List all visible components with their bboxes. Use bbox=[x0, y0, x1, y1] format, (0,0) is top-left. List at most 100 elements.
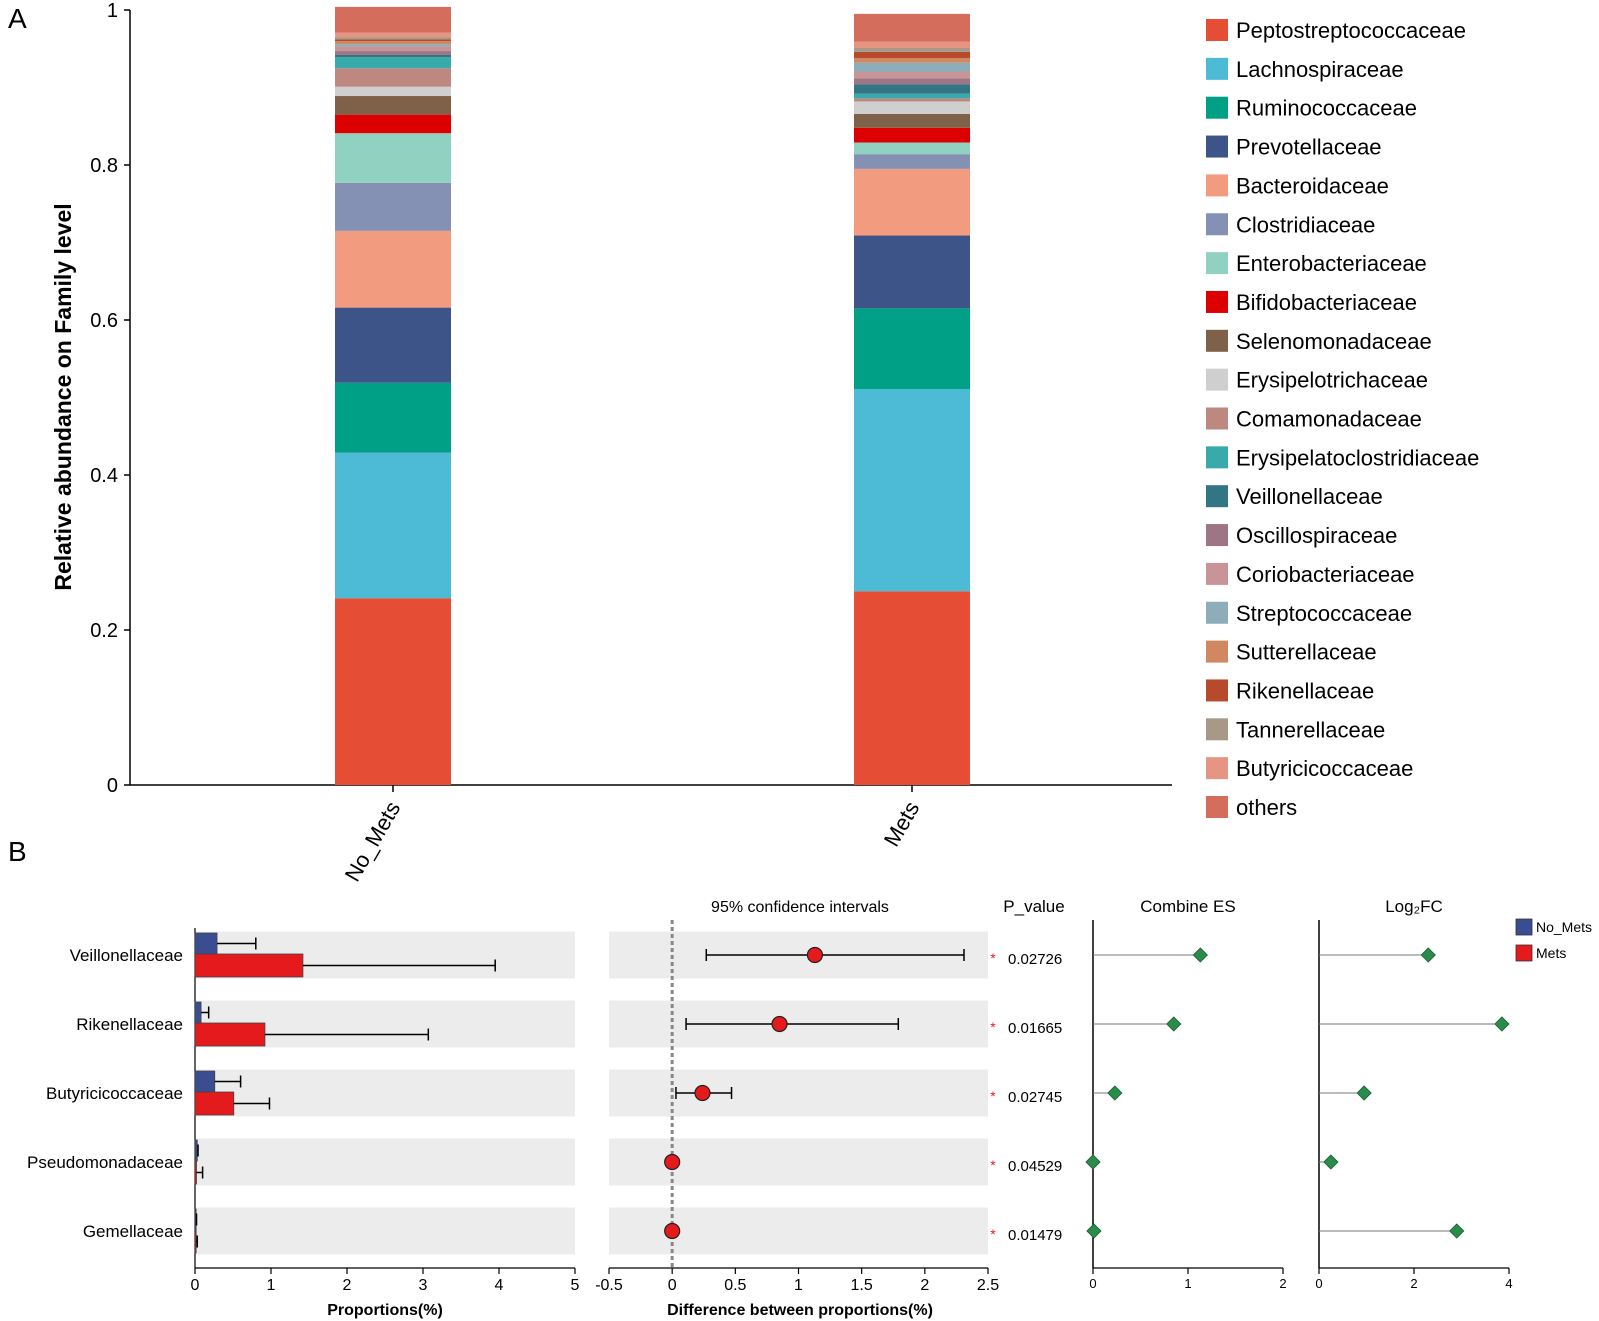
bar-segment-bifidobacteriaceae bbox=[335, 114, 451, 134]
bar-mets bbox=[194, 953, 304, 978]
x-tick-label: Mets bbox=[879, 797, 924, 851]
legend-swatch bbox=[1515, 944, 1533, 962]
category-label: Butyricicoccaceae bbox=[46, 1084, 183, 1103]
combine-es-chart: 0 1 2 Combine ES bbox=[1085, 897, 1287, 1291]
legend-swatch bbox=[1515, 918, 1533, 936]
x-tick-label: 3 bbox=[419, 1277, 428, 1294]
legend-label: Tannerellaceae bbox=[1236, 717, 1385, 742]
legend-swatch bbox=[1206, 524, 1228, 547]
difference-point bbox=[806, 946, 824, 964]
legend-label: Bacteroidaceae bbox=[1236, 173, 1389, 198]
bar-segment-bacteroidaceae bbox=[854, 168, 970, 236]
legend-label: Comamonadaceae bbox=[1236, 407, 1422, 432]
legend-swatch bbox=[1206, 329, 1228, 352]
lollipop-diamond bbox=[1107, 1085, 1123, 1101]
x-tick-label: 1 bbox=[1184, 1276, 1191, 1291]
category-label: Rikenellaceae bbox=[76, 1015, 183, 1034]
legend-label: Sutterellaceae bbox=[1236, 640, 1377, 665]
confidence-interval-chart: -0.5 0 0.5 1 1.5 2 2.5 95% confidence intervals… bbox=[595, 897, 1065, 1319]
bar-no_mets bbox=[194, 1001, 202, 1024]
panel-label-b: B bbox=[8, 836, 27, 867]
legend-label: No_Mets bbox=[1536, 919, 1592, 935]
y-tick-label: 1 bbox=[107, 0, 118, 22]
row-background bbox=[195, 1138, 575, 1186]
legend-label: Butyricicoccaceae bbox=[1236, 756, 1413, 781]
legend-label: Prevotellaceae bbox=[1236, 135, 1382, 160]
significance-marker: * bbox=[990, 1157, 996, 1173]
row-background bbox=[195, 1207, 575, 1255]
legend-swatch bbox=[1206, 213, 1228, 236]
bar-segment-clostridiaceae bbox=[335, 182, 451, 231]
legend-swatch bbox=[1206, 290, 1228, 313]
bar-segment-prevotellaceae bbox=[335, 307, 451, 383]
legend-swatch bbox=[1206, 679, 1228, 702]
p-value-header: P_value bbox=[1003, 897, 1064, 916]
bar-segment-erysipelatoclostridiaceae bbox=[335, 57, 451, 69]
bar-segment-streptococcaceae bbox=[335, 44, 451, 47]
x-tick-label: 0.5 bbox=[724, 1277, 746, 1294]
legend-swatch bbox=[1206, 718, 1228, 741]
x-tick-label: 2 bbox=[1410, 1276, 1417, 1291]
bar-segment-butyricicoccaceae bbox=[335, 32, 451, 38]
bar-segment-comamonadaceae bbox=[854, 98, 970, 102]
legend-swatch bbox=[1206, 485, 1228, 508]
row-background bbox=[195, 1069, 575, 1117]
x-tick-label: 1.5 bbox=[851, 1277, 873, 1294]
significance-marker: * bbox=[990, 1226, 996, 1242]
bar-segment-sutterellaceae bbox=[854, 58, 970, 63]
legend-label: Lachnospiraceae bbox=[1236, 57, 1404, 82]
y-tick-label: 0.2 bbox=[90, 620, 118, 642]
x-tick-label: 2 bbox=[343, 1277, 352, 1294]
x-tick-label: No_Mets bbox=[340, 797, 406, 886]
bar-segment-oscillospiraceae bbox=[854, 78, 970, 85]
legend-label: Bifidobacteriaceae bbox=[1236, 290, 1417, 315]
difference-point bbox=[771, 1015, 788, 1033]
group-legend: No_Mets Mets bbox=[1515, 918, 1592, 962]
bar-segment-peptostreptococcaceae bbox=[854, 591, 970, 785]
x-tick-label: 4 bbox=[1505, 1276, 1512, 1291]
x-tick-label: 1 bbox=[794, 1277, 803, 1294]
x-tick-label: 2 bbox=[1279, 1276, 1286, 1291]
x-tick-label: 0 bbox=[1089, 1276, 1096, 1291]
lollipop-diamond bbox=[1166, 1016, 1182, 1032]
legend-label: Ruminococcaceae bbox=[1236, 96, 1417, 121]
bar-segment-prevotellaceae bbox=[854, 235, 970, 309]
legend-label: Rikenellaceae bbox=[1236, 678, 1374, 703]
legend-swatch bbox=[1206, 562, 1228, 585]
family-legend: Peptostreptococcaceae Lachnospiraceae Rumi… bbox=[1206, 18, 1479, 820]
legend-label: Clostridiaceae bbox=[1236, 212, 1375, 237]
chart-title: Log₂FC bbox=[1385, 897, 1443, 916]
legend-swatch bbox=[1206, 640, 1228, 663]
legend-swatch bbox=[1206, 368, 1228, 391]
bar-segment-tannerellaceae bbox=[335, 37, 451, 40]
x-tick-label: 2.5 bbox=[977, 1277, 999, 1294]
bar-mets bbox=[194, 1022, 266, 1047]
stacked-bar-chart: 0 0.2 0.4 0.6 0.8 1 Relative abundance on Fami… bbox=[50, 0, 1172, 886]
bar-no_mets bbox=[194, 1139, 198, 1162]
bar-segment-clostridiaceae bbox=[854, 154, 970, 169]
legend-label: Mets bbox=[1536, 945, 1566, 961]
bar-segment-ruminococcaceae bbox=[335, 382, 451, 453]
bar-segment-others bbox=[854, 13, 970, 42]
bar-no_mets bbox=[194, 1070, 216, 1093]
legend-label: Erysipelatoclostridiaceae bbox=[1236, 445, 1479, 470]
x-tick-label: 4 bbox=[495, 1277, 504, 1294]
legend-label: Veillonellaceae bbox=[1236, 484, 1383, 509]
legend-label: Streptococcaceae bbox=[1236, 601, 1412, 626]
legend-swatch bbox=[1206, 446, 1228, 469]
lollipop-diamond bbox=[1420, 947, 1436, 963]
bar-segment-coriobacteriaceae bbox=[854, 72, 970, 79]
significance-marker: * bbox=[990, 1019, 996, 1035]
bar-segment-enterobacteriaceae bbox=[335, 133, 451, 183]
y-tick-label: 0.8 bbox=[90, 155, 118, 177]
difference-point bbox=[664, 1222, 681, 1240]
bar-segment-peptostreptococcaceae bbox=[335, 598, 451, 785]
legend-swatch bbox=[1206, 19, 1228, 41]
category-label: Pseudomonadaceae bbox=[27, 1153, 183, 1172]
bar-no_mets bbox=[194, 932, 218, 955]
bar-segment-sutterellaceae bbox=[335, 41, 451, 45]
bar-segment-bacteroidaceae bbox=[335, 230, 451, 308]
lollipop-diamond bbox=[1085, 1154, 1101, 1170]
bar-mets bbox=[194, 1091, 235, 1116]
